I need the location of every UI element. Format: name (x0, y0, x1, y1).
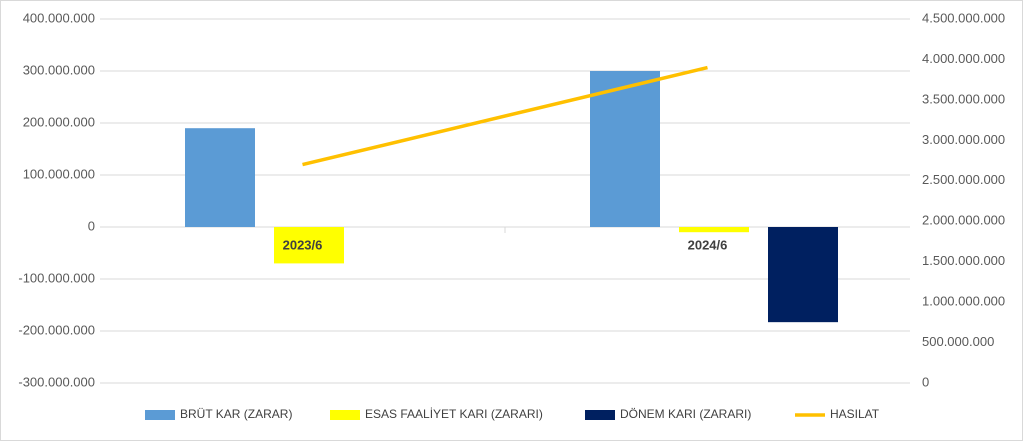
y-tick-label: -200.000.000 (18, 322, 95, 337)
y2-tick-label: 2.500.000.000 (922, 172, 1005, 187)
y2-tick-label: 1.500.000.000 (922, 253, 1005, 268)
legend-swatch (145, 410, 175, 420)
y2-tick-label: 4.500.000.000 (922, 10, 1005, 25)
legend-swatch (585, 410, 615, 420)
y2-tick-label: 0 (922, 374, 929, 389)
x-tick-label: 2023/6 (283, 237, 323, 252)
bar (679, 227, 749, 233)
y2-tick-label: 3.000.000.000 (922, 132, 1005, 147)
y2-tick-label: 3.500.000.000 (922, 91, 1005, 106)
bar (274, 227, 344, 264)
y-tick-label: 400.000.000 (23, 10, 95, 25)
y-tick-label: -100.000.000 (18, 270, 95, 285)
y-tick-label: 200.000.000 (23, 114, 95, 129)
y-tick-label: -300.000.000 (18, 374, 95, 389)
bar (768, 227, 838, 323)
bar (590, 71, 660, 227)
legend-label: DÖNEM KARI (ZARARI) (620, 407, 751, 421)
y2-tick-label: 500.000.000 (922, 334, 994, 349)
x-tick-label: 2024/6 (688, 237, 728, 252)
bar (185, 128, 255, 227)
y-tick-label: 0 (88, 218, 95, 233)
legend-label: BRÜT KAR (ZARAR) (180, 407, 292, 421)
legend-label: HASILAT (830, 407, 880, 421)
legend-label: ESAS FAALİYET KARI (ZARARI) (365, 407, 543, 421)
y-tick-label: 300.000.000 (23, 62, 95, 77)
y2-tick-label: 1.000.000.000 (922, 294, 1005, 309)
line (302, 65, 708, 167)
legend-swatch (330, 410, 360, 420)
y2-tick-label: 4.000.000.000 (922, 51, 1005, 66)
y2-tick-label: 2.000.000.000 (922, 213, 1005, 228)
y-tick-label: 100.000.000 (23, 166, 95, 181)
